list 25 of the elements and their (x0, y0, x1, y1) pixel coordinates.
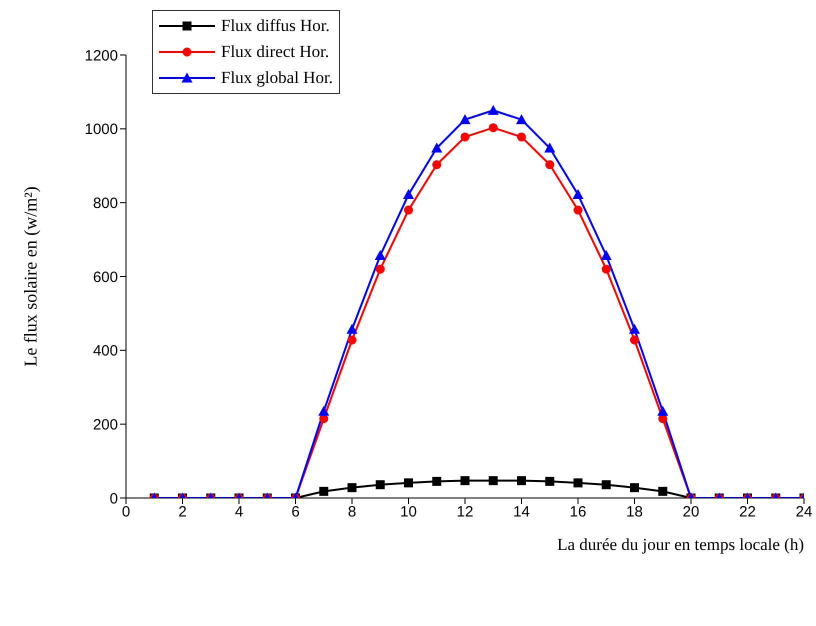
x-tick-label: 0 (122, 504, 130, 521)
y-tick-label: 0 (110, 490, 118, 508)
x-tick-label: 24 (796, 504, 812, 521)
y-axis-title: Le flux solaire en (w/m²) (20, 186, 40, 367)
x-tick-label: 2 (178, 504, 187, 521)
y-tick-label: 400 (92, 342, 118, 360)
x-tick-label: 6 (291, 504, 300, 521)
legend-label: Flux diffus Hor. (221, 16, 330, 36)
x-tick-label: 16 (570, 504, 586, 521)
legend-label: Flux global Hor. (221, 68, 333, 88)
y-tick-label: 600 (92, 268, 118, 286)
y-tick-label: 800 (92, 194, 118, 212)
x-tick-label: 4 (234, 504, 244, 521)
x-tick-label: 22 (739, 504, 756, 521)
x-tick-label: 8 (348, 504, 356, 521)
y-tick-label: 1200 (84, 47, 118, 64)
x-tick-label: 14 (513, 504, 530, 521)
x-tick-label: 20 (682, 504, 700, 521)
y-tick-label: 1000 (84, 121, 118, 138)
x-tick-label: 12 (456, 504, 474, 521)
x-axis-title: La durée du jour en temps locale (h) (557, 535, 804, 554)
x-tick-label: 18 (626, 504, 643, 521)
y-tick-label: 200 (92, 416, 118, 434)
x-tick-label: 10 (400, 504, 417, 521)
legend-label: Flux direct Hor. (221, 42, 330, 62)
